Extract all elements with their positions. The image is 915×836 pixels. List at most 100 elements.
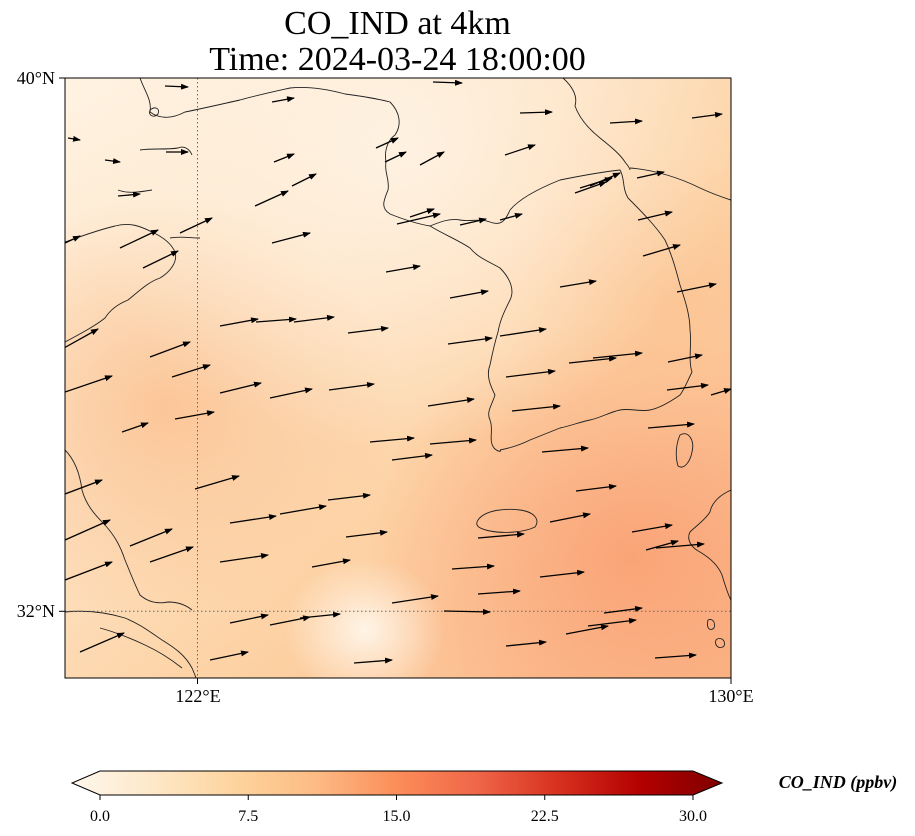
wind-arrow [429,437,477,445]
wind-arrow [149,546,194,563]
wind-arrow [279,504,327,515]
wind-arrow [209,650,249,661]
wind-arrow [477,588,521,595]
wind-arrow [451,563,495,570]
wind-arrow [505,368,556,378]
wind-arrow [603,605,643,614]
wind-arrow [504,144,536,156]
wind-arrow [667,353,703,363]
coastline-korea-west [429,169,693,451]
colorbar-tick-label: 30.0 [679,808,707,825]
wind-arrow [271,231,311,244]
wind-arrow [568,355,617,364]
lat-tick-label-32n: 32°N [17,601,55,621]
wind-arrow [65,561,113,581]
wind-arrow [443,608,491,615]
wind-arrow [369,435,415,443]
colorbar-tick-label: 0.0 [90,808,110,825]
wind-arrow [647,421,695,429]
wind-arrow [505,639,547,647]
wind-arrow [385,264,421,273]
colorbar-label: CO_IND (ppbv) [779,772,898,793]
wind-arrow [79,632,125,653]
wind-arrow [65,479,103,495]
wind-arrow [396,212,441,225]
colorbar-tick-label: 15.0 [383,808,411,825]
wind-arrow [269,387,313,399]
coastline-liaodong [139,78,431,227]
wind-arrow [255,316,297,323]
coastline-yangtze-mouth [99,627,183,669]
coastline-korea-east [629,167,731,201]
lat-tick-label-40n: 40°N [17,68,55,88]
wind-arrow [589,172,621,187]
wind-arrow [477,531,525,539]
wind-arrow [345,529,388,538]
wind-arrow [419,151,445,166]
lat-ticks: 40°N 32°N [17,68,65,621]
wind-arrow [353,657,393,664]
coastline-korea-southwest [429,225,513,452]
colorbar-body [70,770,724,796]
wind-arrow [229,613,269,624]
wind-arrow [511,403,561,412]
wind-arrow [164,83,189,90]
colorbar-ticks: 0.0 7.5 15.0 22.5 30.0 [90,795,707,825]
wind-arrow [539,569,585,578]
wind-arrow [391,452,433,461]
wind-arrow [291,173,317,187]
coastline-jiangsu [65,449,197,678]
lon-tick-label-130e: 130°E [708,686,753,706]
wind-arrow [293,314,335,323]
wind-arrow [574,181,607,194]
wind-arrow [499,327,547,337]
wind-arrow [219,381,262,394]
wind-arrow [194,475,240,490]
lon-tick-label-122e: 122°E [175,686,220,706]
wind-arrow [328,381,375,391]
wind-arrow [117,191,141,198]
coastline-shandong [65,223,177,343]
wind-arrow [549,512,591,523]
wind-arrow [273,153,295,163]
wind-arrow [592,350,643,359]
wind-arrow [636,170,665,179]
wind-arrow [254,190,289,207]
wind-arrow [65,328,99,349]
wind-arrow [575,483,617,492]
wind-arrow [631,523,673,533]
gridlines [65,78,731,678]
wind-arrow [499,212,523,221]
wind-arrow [375,137,399,149]
wind-arrow [519,109,553,116]
map-frame [64,77,732,679]
wind-arrow [119,229,159,249]
wind-arrow [179,217,213,234]
coastline-kyushu [688,489,731,601]
coastlines [65,78,731,678]
colorbar-tick-label: 7.5 [238,808,258,825]
coastline-jeju [476,508,538,533]
wind-arrow [654,652,697,659]
map-title: CO_IND at 4km [284,5,511,42]
wind-arrow [174,410,215,420]
map-time-subtitle: Time: 2024-03-24 18:00:00 [209,41,586,78]
wind-arrow [347,325,389,334]
wind-arrow [219,553,269,563]
wind-arrow [229,514,277,524]
wind-arrow [565,624,609,635]
wind-arrow [691,111,723,119]
wind-arrow [269,615,311,626]
wind-arrow [559,279,597,288]
coastline-islands [149,107,725,649]
wind-arrow [459,217,487,226]
colorbar: 0.0 7.5 15.0 22.5 30.0 CO_IND (ppbv) [70,770,898,825]
coastline-tsushima [675,433,694,468]
wind-arrow [299,611,341,619]
wind-arrow [121,422,149,433]
wind-arrow [271,96,295,103]
colorbar-tick-label: 22.5 [531,808,559,825]
coastline-north-korea [562,78,631,171]
wind-arrow [432,79,463,86]
